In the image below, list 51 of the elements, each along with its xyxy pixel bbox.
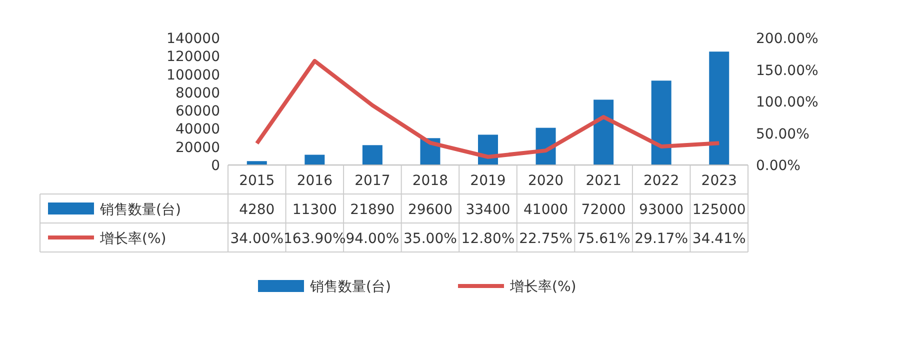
data-label: 21890	[350, 202, 395, 218]
y-tick-label: 20000	[175, 140, 220, 156]
x-tick-label: 2021	[586, 173, 622, 189]
data-label: 4280	[239, 202, 275, 218]
data-label: 33400	[466, 202, 510, 218]
x-tick-label: 2023	[701, 173, 737, 189]
x-tick-label: 2015	[239, 173, 275, 189]
data-label: 163.90%	[284, 231, 346, 247]
data-label: 35.00%	[404, 231, 457, 247]
x-tick-label: 2016	[296, 173, 333, 189]
data-label: 34.41%	[692, 231, 746, 247]
text: 增长率(%)	[510, 279, 576, 295]
y-tick-label: 140000	[166, 31, 220, 47]
line-series	[254, 58, 722, 159]
bar	[594, 100, 614, 165]
data-label: 72000	[581, 202, 626, 218]
data-label: 41000	[524, 202, 568, 218]
legend-label: 销售数量(台)	[99, 202, 181, 218]
bar	[362, 145, 382, 165]
data-label: 29.17%	[634, 231, 688, 247]
data-label: 93000	[639, 202, 684, 218]
data-label: 34.00%	[230, 231, 284, 247]
text: 销售数量(台)	[310, 279, 391, 295]
y-tick-label: 80000	[175, 85, 220, 102]
y-tick-label: 60000	[175, 104, 220, 120]
y-tick-label: 100000	[166, 67, 220, 84]
data-label: 94.00%	[346, 231, 400, 247]
data-label: 125000	[692, 202, 746, 218]
data-label: 29600	[408, 202, 452, 218]
data-label: 11300	[292, 202, 337, 218]
y2-tick-label: 150.00%	[756, 62, 818, 79]
y2-tick-label: 50.00%	[756, 126, 810, 142]
y-tick-label: 40000	[175, 122, 220, 138]
y2-tick-label: 0.00%	[756, 158, 800, 174]
data-label: 22.75%	[519, 231, 572, 247]
data-label: 75.61%	[576, 231, 630, 247]
x-tick-label: 2019	[470, 173, 506, 189]
x-tick-label: 2018	[412, 173, 448, 189]
bar	[304, 154, 325, 165]
bar	[246, 161, 267, 165]
x-tick-label: 2017	[354, 173, 390, 189]
x-tick-label: 2020	[528, 173, 564, 189]
x-tick-label: 2022	[644, 173, 680, 189]
bar	[651, 80, 672, 165]
y2-tick-label: 100.00%	[756, 94, 818, 110]
bar	[709, 52, 730, 165]
y-tick-label: 0	[211, 158, 220, 174]
y2-tick-label: 200.00%	[756, 31, 818, 47]
y-tick-label: 120000	[166, 49, 220, 66]
data-label: 12.80%	[461, 231, 515, 247]
legend-label: 增长率(%)	[99, 231, 166, 247]
